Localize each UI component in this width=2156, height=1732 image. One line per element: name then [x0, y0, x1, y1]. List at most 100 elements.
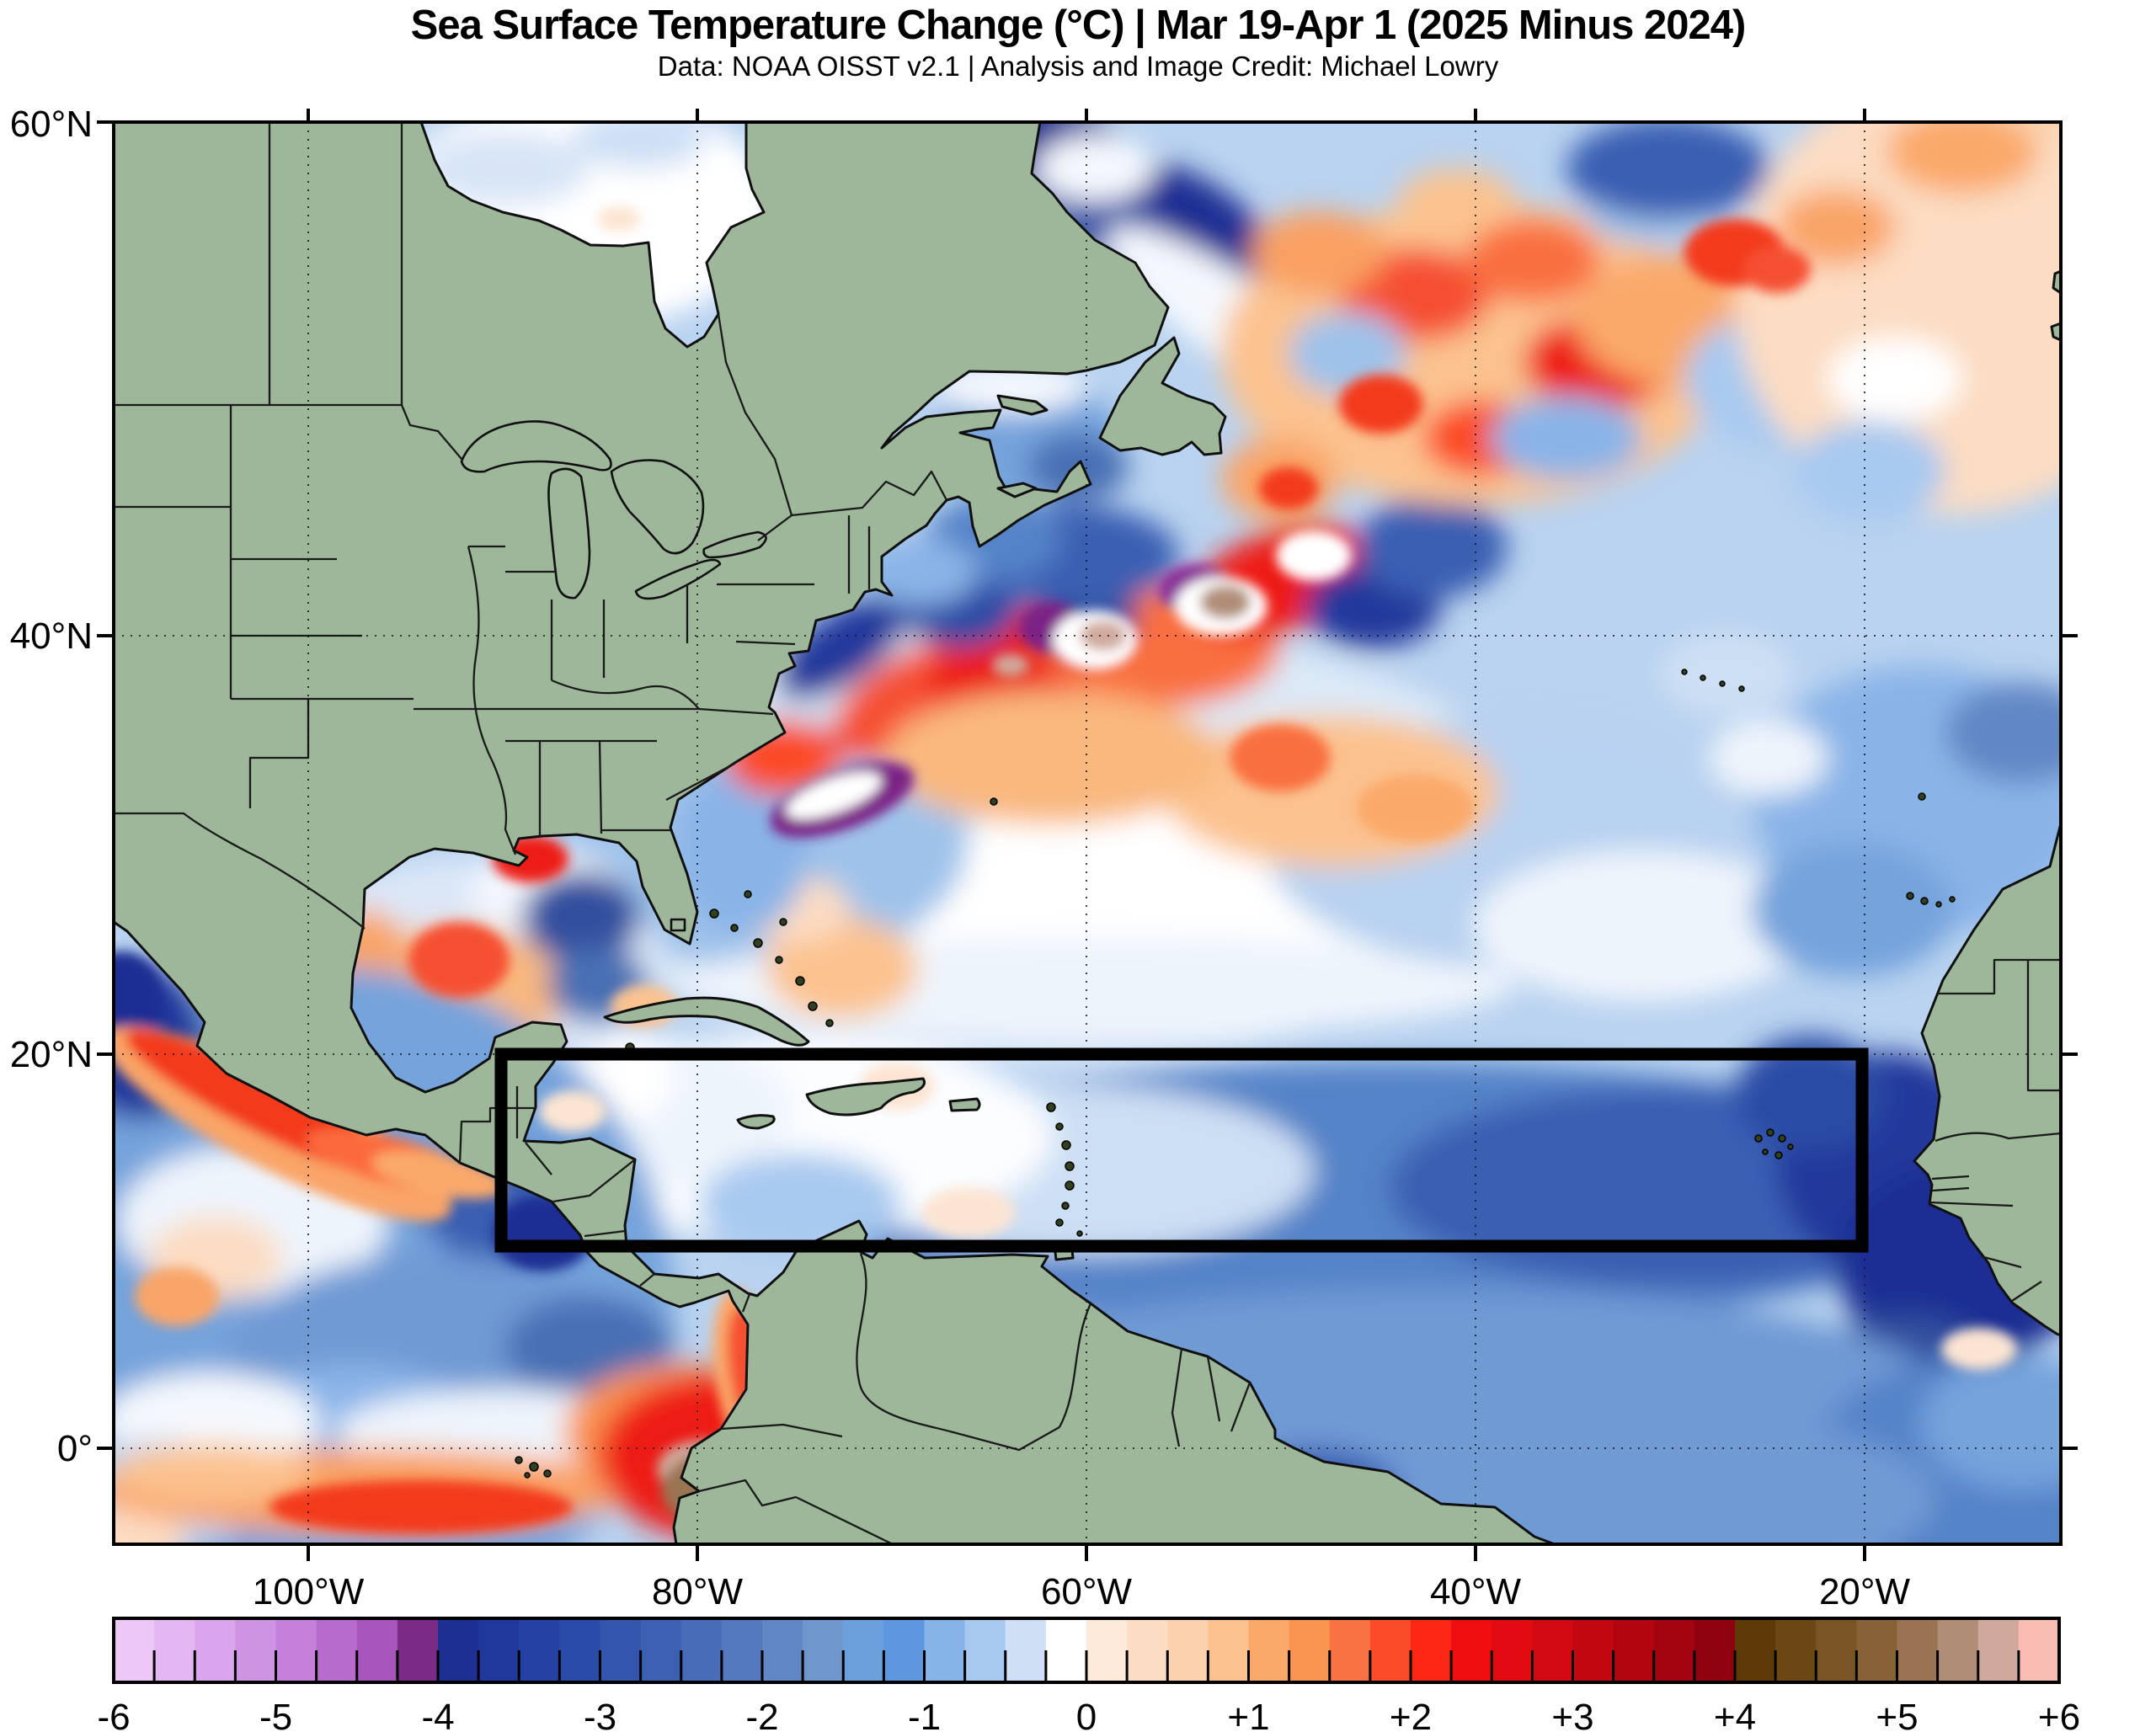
puerto-rico-island [948, 1097, 981, 1112]
colorbar-tick-label: +1 [1227, 1697, 1269, 1732]
colorbar-segment [1045, 1618, 1087, 1682]
small-islands [515, 269, 2063, 1479]
lat-label-40n: 40°N [10, 616, 93, 657]
colorbar-segment [721, 1618, 763, 1682]
colorbar-segment [356, 1618, 398, 1682]
colorbar-ticks [112, 1650, 2061, 1682]
americas-landmass [112, 120, 1556, 1546]
colorbar-segment [478, 1618, 520, 1682]
colorbar-segment [275, 1618, 318, 1682]
political-borders [114, 122, 2062, 1546]
colorbar-segment [600, 1618, 642, 1682]
galapagos-islands [515, 1456, 552, 1479]
colorbar-segment [154, 1618, 195, 1682]
colorbar-segment [1937, 1618, 1979, 1682]
lake-okeechobee [670, 918, 686, 932]
colorbar-segment [1775, 1618, 1817, 1682]
colorbar-segment [843, 1618, 885, 1682]
colorbar-tick-label: 0 [1076, 1697, 1097, 1732]
colorbar-segment [803, 1618, 844, 1682]
land-layer [112, 120, 2063, 1546]
colorbar-tick-label: +5 [1876, 1697, 1918, 1732]
colorbar-segment [1653, 1618, 1695, 1682]
colorbar-segment [1167, 1618, 1209, 1682]
bermuda-island [990, 797, 998, 806]
colorbar-tick-label: -6 [97, 1697, 130, 1732]
colorbar-tick-label: -1 [908, 1697, 941, 1732]
colorbar-tick-labels: -6 -5 -4 -3 -2 -1 0 +1 +2 +3 +4 +5 +6 [97, 1697, 2080, 1732]
axis-ticks [97, 109, 2078, 1561]
colorbar-segment [1248, 1618, 1290, 1682]
canary-islands [1906, 892, 1956, 908]
hispaniola-island [805, 1077, 926, 1116]
madeira-island [1918, 792, 1926, 801]
colorbar-segment [762, 1618, 803, 1682]
bahamas-islands [709, 890, 834, 1027]
colorbar-segment [1613, 1618, 1655, 1682]
colorbar-segment [1856, 1618, 1898, 1682]
colorbar-segment [1897, 1618, 1939, 1682]
azores-islands [1681, 669, 1745, 692]
colorbar-segment [640, 1618, 682, 1682]
lon-label-80w: 80°W [652, 1571, 744, 1612]
colorbar-segment [397, 1618, 439, 1682]
colorbar-segment [1411, 1618, 1452, 1682]
colorbar-segment [1208, 1618, 1250, 1682]
colorbar-frame [112, 1617, 2061, 1684]
colorbar-segment [438, 1618, 479, 1682]
colorbar-segment [1451, 1618, 1492, 1682]
colorbar-segment [1735, 1618, 1776, 1682]
colorbar-tick-label: -4 [421, 1697, 454, 1732]
lon-label-100w: 100°W [253, 1571, 365, 1612]
colorbar-segment [924, 1618, 966, 1682]
colorbar-segment [2018, 1618, 2060, 1682]
lat-label-20n: 20°N [10, 1034, 93, 1075]
jamaica-island [736, 1114, 776, 1130]
cape-verde-islands [1754, 1128, 1794, 1159]
lon-label-20w: 20°W [1819, 1571, 1911, 1612]
colorbar-segment [1816, 1618, 1858, 1682]
lon-label-40w: 40°W [1430, 1571, 1522, 1612]
colorbar-tick-label: +2 [1390, 1697, 1432, 1732]
colorbar-segment [1369, 1618, 1412, 1682]
colorbar-segment [1289, 1618, 1331, 1682]
lat-label-0: 0° [57, 1428, 93, 1469]
lat-label-60n: 60°N [10, 104, 93, 145]
great-lakes [460, 420, 767, 932]
mdr-region-box [494, 1047, 1869, 1253]
colorbar-segment [316, 1618, 358, 1682]
colorbar-tick-label: -2 [745, 1697, 778, 1732]
colorbar-tick-label: -3 [584, 1697, 616, 1732]
colorbar-segment [1127, 1618, 1168, 1682]
colorbar-tick-label: +6 [2038, 1697, 2080, 1732]
colorbar-segment [964, 1618, 1006, 1682]
prince-edward-island [996, 482, 1038, 498]
lake-huron [610, 459, 705, 555]
colorbar-segment [559, 1618, 601, 1682]
colorbar-segment [1694, 1618, 1736, 1682]
anticosti-island [996, 394, 1049, 416]
colorbar: -6 -5 -4 -3 -2 -1 0 +1 +2 +3 +4 +5 +6 [97, 1617, 2080, 1732]
africa-landmass [1913, 822, 2063, 1337]
colorbar-segment [114, 1618, 155, 1682]
lake-superior [460, 420, 612, 473]
newfoundland-island [1098, 336, 1227, 456]
figure-title: Sea Surface Temperature Change (°C) | Ma… [410, 3, 1747, 48]
colorbar-segment [1329, 1618, 1371, 1682]
colorbar-segment [1532, 1618, 1574, 1682]
colorbar-segment [195, 1618, 237, 1682]
colorbar-tick-label: +4 [1714, 1697, 1756, 1732]
cuba-island [603, 996, 810, 1047]
colorbar-segments [114, 1618, 2060, 1682]
colorbar-segment [235, 1618, 277, 1682]
colorbar-tick-label: -5 [259, 1697, 292, 1732]
colorbar-segment [1977, 1618, 2020, 1682]
figure-subtitle: Data: NOAA OISST v2.1 | Analysis and Ima… [657, 51, 1499, 82]
lake-erie [634, 558, 722, 600]
axis-labels: 60°N 40°N 20°N 0° 100°W 80°W 60°W 40°W 2… [10, 104, 1911, 1612]
lon-label-60w: 60°W [1041, 1571, 1133, 1612]
colorbar-segment [1572, 1618, 1614, 1682]
colorbar-segment [883, 1618, 926, 1682]
